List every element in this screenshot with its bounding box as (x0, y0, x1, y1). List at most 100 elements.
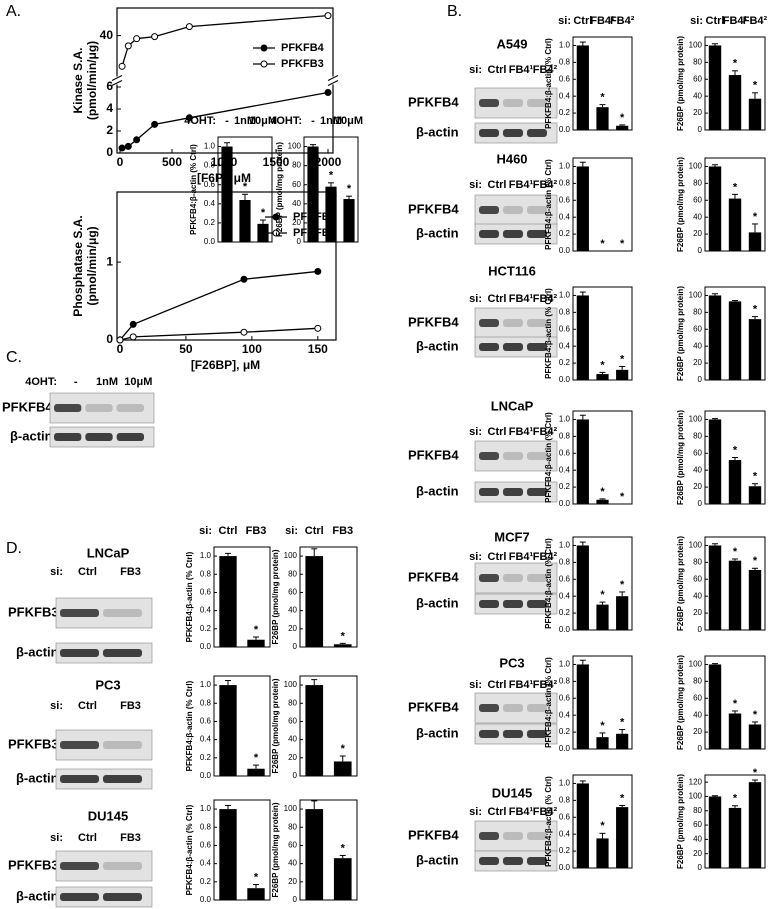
bar (748, 232, 762, 251)
y-axis-label: F26BP (pmol/mg protein) (275, 142, 284, 237)
data-point (151, 120, 159, 128)
blot-band (503, 206, 523, 214)
y-axis-label: Kinase S.A. (71, 47, 85, 113)
blot-header: Ctrl (488, 426, 507, 438)
significance-mark: * (733, 793, 738, 805)
bar (596, 499, 609, 504)
category-prefix: 4OHT: (184, 115, 216, 127)
y-axis-label: PFKFB4:β-actin (% Ctrl) (544, 412, 553, 503)
y-tick-label: 1.0 (559, 415, 571, 424)
y-tick-label: 0.4 (559, 710, 571, 719)
bar (616, 807, 629, 868)
blot-row-label: PFKFB3 (8, 604, 59, 619)
y-tick-label: 0.0 (559, 246, 571, 255)
blot-title: PC3 (95, 677, 120, 692)
y-tick-label: 60 (693, 448, 702, 457)
blot-header: FB4² (533, 179, 558, 191)
y-tick-label: 0.0 (559, 375, 571, 384)
blot-row-label: β-actin (16, 644, 59, 659)
category-label: 1nM (234, 115, 256, 127)
significance-mark: * (600, 720, 605, 732)
blot-header: FB3 (120, 566, 141, 578)
blot-row-label: PFKFB4 (408, 201, 459, 216)
bar (748, 319, 762, 380)
y-tick-label: 0 (698, 246, 703, 255)
y-axis-label: PFKFB4:β-actin (% Ctrl) (185, 804, 194, 895)
significance-mark: * (733, 546, 738, 558)
blot-band (103, 741, 142, 749)
plot-frame (299, 675, 358, 777)
significance-mark: * (620, 353, 625, 365)
legend-marker (272, 229, 280, 237)
bar (616, 596, 629, 630)
y-tick-label: 0.0 (559, 863, 571, 872)
y-axis-label: PFKFB4:β-actin (% Ctrl) (544, 538, 553, 629)
blot-band (503, 704, 523, 712)
y-tick-label: 100 (284, 804, 298, 813)
y-axis-label: F26BP (pmol/mg protein) (271, 678, 280, 773)
blot-band (527, 206, 547, 214)
y-tick-label: 100 (689, 162, 703, 171)
y-tick-label: 0.6 (559, 74, 571, 83)
y-tick-label: 100 (689, 291, 703, 300)
y-tick-label: 0 (698, 625, 703, 634)
y-tick-label: 0.0 (559, 125, 571, 134)
blot-header: si: (469, 551, 482, 563)
y-tick-label: 0.4 (559, 91, 571, 100)
y-tick-label: 1.0 (200, 680, 212, 689)
y-tick-label: 2 (106, 123, 113, 137)
significance-mark: * (753, 555, 758, 567)
category-label: FB4¹ (590, 15, 615, 27)
category-prefix: si: (285, 525, 298, 537)
y-tick-label: 20 (288, 753, 297, 762)
significance-mark: * (254, 624, 259, 636)
blot-title: H460 (496, 151, 527, 166)
significance-mark: * (600, 486, 605, 498)
bar (576, 295, 589, 380)
significance-mark: * (341, 842, 346, 854)
y-tick-label: 20 (693, 358, 702, 367)
y-tick-label: 0.8 (559, 557, 571, 566)
blot-band (527, 488, 547, 496)
blot-band (60, 741, 99, 749)
y-tick-label: 1.0 (559, 41, 571, 50)
blot-band (479, 319, 499, 327)
bar (576, 545, 589, 630)
y-axis-label: (pmol/min/μg) (85, 41, 99, 120)
blot-band (479, 600, 499, 608)
data-point (133, 35, 141, 43)
y-axis-label: F26BP (pmol/mg protein) (271, 802, 280, 897)
data-point (324, 89, 332, 96)
y-tick-label: 0.8 (204, 161, 216, 170)
y-tick-label: 6 (106, 79, 113, 93)
blot-band (479, 730, 499, 738)
y-tick-label: 40 (288, 735, 297, 744)
blot-header: FB4² (533, 551, 558, 563)
significance-mark: * (753, 80, 758, 92)
significance-mark: * (620, 579, 625, 591)
y-tick-label: 0.8 (559, 178, 571, 187)
data-point (129, 333, 137, 341)
y-tick-label: 0.8 (200, 569, 212, 578)
significance-mark: * (243, 181, 248, 193)
y-tick-label: 0.2 (559, 358, 571, 367)
y-tick-label: 80 (693, 178, 702, 187)
blot-band (503, 129, 523, 137)
x-tick-label: 1500 (263, 155, 290, 169)
significance-mark: * (600, 238, 605, 250)
y-tick-label: 1.0 (559, 779, 571, 788)
category-label: Ctrl (305, 525, 324, 537)
y-tick-label: 40 (693, 341, 702, 350)
bar (748, 98, 762, 130)
series-line (121, 14, 329, 67)
y-tick-label: 1.0 (200, 804, 212, 813)
blot-header: FB4¹ (509, 806, 534, 818)
blot-header: Ctrl (488, 179, 507, 191)
plot-frame (213, 546, 271, 648)
blot-header: Ctrl (78, 832, 97, 844)
y-axis-label: PFKFB4:β-actin (% Ctrl) (189, 144, 198, 235)
y-axis-label: PFKFB4:β-actin (% Ctrl) (544, 657, 553, 748)
y-axis-label: Phosphatase S.A. (71, 215, 85, 316)
legend-label: PFKFB3 (281, 58, 324, 70)
y-tick-label: 80 (693, 431, 702, 440)
